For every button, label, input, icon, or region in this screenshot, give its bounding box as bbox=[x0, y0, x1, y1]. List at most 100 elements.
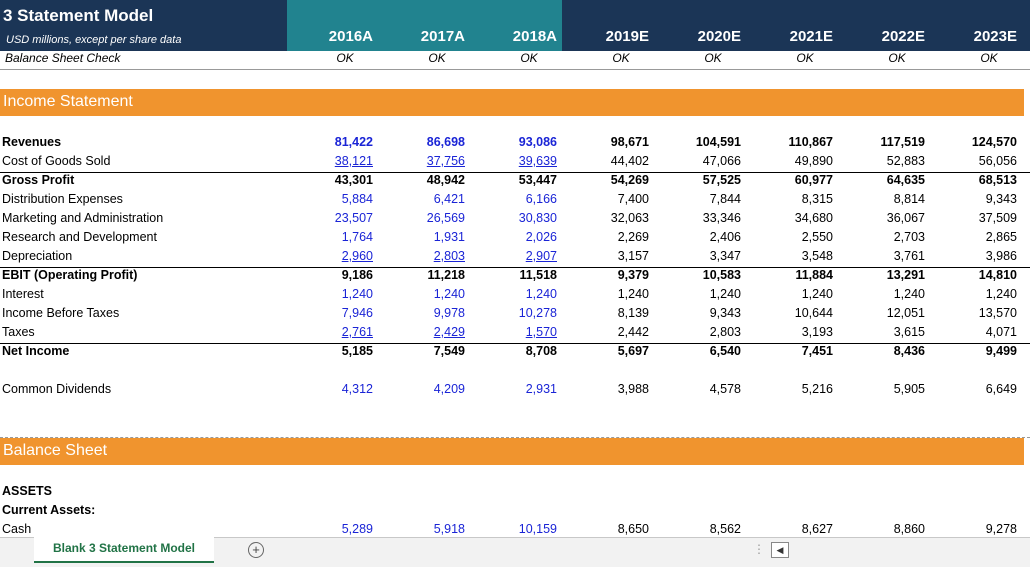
balance-check-status[interactable]: OK bbox=[428, 51, 446, 65]
cell-value[interactable]: 81,422 bbox=[334, 135, 373, 149]
row-label[interactable]: Net Income bbox=[2, 344, 70, 358]
cell-value[interactable]: 6,421 bbox=[433, 192, 465, 206]
cell-value[interactable]: 53,447 bbox=[518, 173, 557, 187]
cell-value[interactable]: 8,650 bbox=[617, 522, 649, 536]
cell-value[interactable]: 2,761 bbox=[341, 325, 373, 339]
cell-value[interactable]: 7,844 bbox=[709, 192, 741, 206]
cell-value[interactable]: 4,071 bbox=[985, 325, 1017, 339]
cell-value[interactable]: 9,499 bbox=[985, 344, 1017, 358]
cell-value[interactable]: 47,066 bbox=[702, 154, 741, 168]
balance-check-status[interactable]: OK bbox=[980, 51, 998, 65]
sheet-tab-active[interactable]: Blank 3 Statement Model bbox=[34, 537, 214, 563]
row-label[interactable]: Distribution Expenses bbox=[2, 192, 123, 206]
row-label[interactable]: Interest bbox=[2, 287, 44, 301]
cell-value[interactable]: 9,379 bbox=[617, 268, 649, 282]
cell-value[interactable]: 49,890 bbox=[794, 154, 833, 168]
balance-check-status[interactable]: OK bbox=[336, 51, 354, 65]
balance-check-status[interactable]: OK bbox=[520, 51, 538, 65]
balance-check-status[interactable]: OK bbox=[704, 51, 722, 65]
cell-value[interactable]: 3,548 bbox=[801, 249, 833, 263]
cell-value[interactable]: 39,639 bbox=[518, 154, 557, 168]
income-statement-bar[interactable]: Income Statement bbox=[0, 89, 1024, 116]
dividends-label[interactable]: Common Dividends bbox=[2, 382, 112, 396]
cell-value[interactable]: 38,121 bbox=[334, 154, 373, 168]
cell-value[interactable]: 8,860 bbox=[893, 522, 925, 536]
year-header[interactable]: 2018A bbox=[512, 28, 557, 45]
cell-value[interactable]: 3,157 bbox=[617, 249, 649, 263]
cell-value[interactable]: 2,550 bbox=[801, 230, 833, 244]
cell-value[interactable]: 7,451 bbox=[801, 344, 833, 358]
cell-value[interactable]: 124,570 bbox=[971, 135, 1017, 149]
row-label[interactable]: Gross Profit bbox=[2, 173, 75, 187]
cell-value[interactable]: 3,347 bbox=[709, 249, 741, 263]
cell-value[interactable]: 110,867 bbox=[788, 135, 834, 149]
cell-value[interactable]: 33,346 bbox=[702, 211, 741, 225]
row-label[interactable]: Cost of Goods Sold bbox=[2, 154, 111, 168]
cell-value[interactable]: 11,518 bbox=[519, 268, 557, 282]
cell-value[interactable]: 8,627 bbox=[801, 522, 833, 536]
cell-value[interactable]: 64,635 bbox=[886, 173, 925, 187]
year-header[interactable]: 2017A bbox=[420, 28, 465, 45]
cell-value[interactable]: 8,708 bbox=[525, 344, 557, 358]
cell-value[interactable]: 26,569 bbox=[426, 211, 465, 225]
balance-check-status[interactable]: OK bbox=[796, 51, 814, 65]
cell-value[interactable]: 9,278 bbox=[985, 522, 1017, 536]
row-label[interactable]: Taxes bbox=[2, 325, 35, 339]
spreadsheet-grid[interactable]: 3 Statement Model USD millions, except p… bbox=[0, 0, 1030, 537]
cell-value[interactable]: 56,056 bbox=[978, 154, 1017, 168]
row-label[interactable]: Depreciation bbox=[2, 249, 73, 263]
model-title[interactable]: 3 Statement Model bbox=[3, 6, 154, 25]
cell-value[interactable]: 1,240 bbox=[893, 287, 925, 301]
cell-value[interactable]: 32,063 bbox=[610, 211, 649, 225]
cell-value[interactable]: 1,570 bbox=[525, 325, 557, 339]
cell-value[interactable]: 9,186 bbox=[341, 268, 373, 282]
cash-label[interactable]: Cash bbox=[2, 522, 32, 536]
cell-value[interactable]: 12,051 bbox=[886, 306, 925, 320]
cell-value[interactable]: 48,942 bbox=[426, 173, 465, 187]
cell-value[interactable]: 2,803 bbox=[433, 249, 465, 263]
cell-value[interactable]: 4,312 bbox=[341, 382, 373, 396]
year-header[interactable]: 2023E bbox=[973, 28, 1017, 45]
cell-value[interactable]: 11,218 bbox=[427, 268, 465, 282]
cell-value[interactable]: 1,240 bbox=[433, 287, 465, 301]
row-label[interactable]: Marketing and Administration bbox=[2, 211, 164, 225]
cell-value[interactable]: 54,269 bbox=[610, 173, 649, 187]
cell-value[interactable]: 37,509 bbox=[978, 211, 1017, 225]
cell-value[interactable]: 1,764 bbox=[341, 230, 373, 244]
cell-value[interactable]: 3,986 bbox=[985, 249, 1017, 263]
cell-value[interactable]: 36,067 bbox=[886, 211, 925, 225]
row-label[interactable]: Revenues bbox=[2, 135, 62, 149]
cell-value[interactable]: 8,139 bbox=[617, 306, 649, 320]
balance-check-status[interactable]: OK bbox=[888, 51, 906, 65]
row-label[interactable]: Research and Development bbox=[2, 230, 157, 244]
cell-value[interactable]: 10,278 bbox=[518, 306, 557, 320]
cell-value[interactable]: 2,269 bbox=[617, 230, 649, 244]
cell-value[interactable]: 5,697 bbox=[617, 344, 649, 358]
cell-value[interactable]: 1,240 bbox=[801, 287, 833, 301]
cell-value[interactable]: 2,703 bbox=[893, 230, 925, 244]
balance-check-label[interactable]: Balance Sheet Check bbox=[5, 51, 121, 65]
cell-value[interactable]: 2,865 bbox=[985, 230, 1017, 244]
cell-value[interactable]: 3,988 bbox=[617, 382, 649, 396]
cell-value[interactable]: 3,193 bbox=[801, 325, 833, 339]
cell-value[interactable]: 4,209 bbox=[433, 382, 465, 396]
cell-value[interactable]: 7,549 bbox=[433, 344, 465, 358]
cell-value[interactable]: 10,583 bbox=[702, 268, 741, 282]
cell-value[interactable]: 9,343 bbox=[985, 192, 1017, 206]
balance-check-status[interactable]: OK bbox=[612, 51, 630, 65]
cell-value[interactable]: 43,301 bbox=[334, 173, 373, 187]
cell-value[interactable]: 1,931 bbox=[433, 230, 465, 244]
cell-value[interactable]: 11,884 bbox=[795, 268, 833, 282]
cell-value[interactable]: 60,977 bbox=[794, 173, 833, 187]
cell-value[interactable]: 2,442 bbox=[617, 325, 649, 339]
cell-value[interactable]: 5,216 bbox=[801, 382, 833, 396]
cell-value[interactable]: 3,615 bbox=[893, 325, 925, 339]
cell-value[interactable]: 8,436 bbox=[893, 344, 925, 358]
cell-value[interactable]: 5,905 bbox=[893, 382, 925, 396]
tab-splitter-icon[interactable]: ⋮ bbox=[753, 542, 765, 556]
model-subtitle[interactable]: USD millions, except per share data bbox=[6, 34, 182, 46]
cell-value[interactable]: 7,400 bbox=[617, 192, 649, 206]
current-assets-label[interactable]: Current Assets: bbox=[2, 503, 96, 517]
cell-value[interactable]: 68,513 bbox=[978, 173, 1017, 187]
row-label[interactable]: Income Before Taxes bbox=[2, 306, 120, 320]
